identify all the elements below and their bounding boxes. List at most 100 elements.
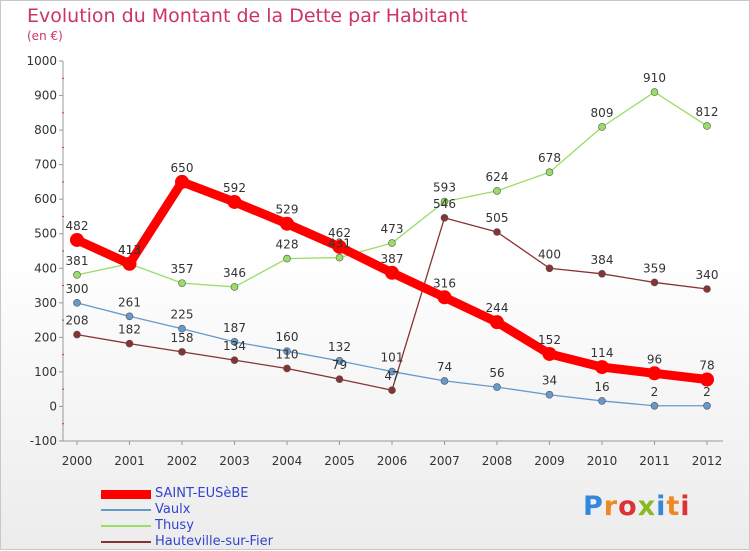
data-point (545, 264, 554, 273)
data-point (440, 377, 449, 385)
data-label: 132 (328, 340, 351, 354)
chart-title: Evolution du Montant de la Dette par Hab… (27, 5, 468, 27)
data-label: 592 (223, 181, 246, 195)
proxiti-logo: Proxiti (583, 491, 691, 522)
data-point (440, 197, 449, 206)
data-point (493, 383, 501, 391)
legend-label: Thusy (155, 518, 194, 533)
data-point (283, 254, 291, 263)
data-point (280, 216, 294, 231)
data-label: 56 (489, 366, 504, 380)
data-label: 357 (171, 262, 194, 276)
data-label: 134 (223, 339, 246, 353)
logo-letter: o (618, 491, 638, 522)
chart-subtitle: (en €) (27, 29, 63, 43)
x-tick-label: 2006 (377, 454, 408, 468)
logo-letter: P (583, 491, 604, 522)
data-point (73, 330, 81, 339)
data-label: 300 (66, 282, 89, 296)
data-label: 2 (651, 385, 659, 399)
data-point (542, 346, 557, 361)
data-point (125, 312, 134, 321)
data-label: 359 (643, 261, 666, 275)
data-label: 225 (171, 308, 194, 322)
data-label: 812 (696, 105, 719, 119)
data-point (388, 386, 396, 395)
legend-swatch (101, 541, 151, 543)
data-label: 16 (594, 380, 609, 394)
data-label: 2 (703, 385, 711, 399)
data-label: 413 (118, 243, 141, 257)
data-label: 244 (486, 301, 509, 315)
data-label: 78 (699, 359, 714, 373)
legend-swatch (101, 525, 151, 527)
legend-swatch (101, 489, 151, 499)
data-point (437, 290, 452, 305)
data-label: 473 (381, 222, 404, 236)
data-point (335, 375, 344, 383)
data-point (545, 390, 554, 399)
data-point (178, 348, 186, 356)
y-tick-label: -100 (30, 434, 57, 448)
y-tick-label: 0 (49, 399, 57, 413)
data-label: 809 (591, 106, 614, 120)
data-label: 431 (328, 237, 351, 251)
data-point (493, 187, 501, 195)
x-tick-label: 2000 (62, 454, 93, 468)
data-point (650, 278, 659, 287)
data-point (388, 367, 396, 376)
data-point (335, 357, 344, 365)
data-point (230, 283, 239, 291)
data-point (493, 228, 501, 236)
data-label: 160 (276, 330, 299, 344)
x-tick-label: 2012 (692, 454, 723, 468)
data-label: 261 (118, 295, 141, 309)
data-label: 96 (647, 352, 662, 366)
data-label: 462 (328, 226, 351, 240)
y-tick-label: 100 (34, 365, 57, 379)
data-point (73, 299, 81, 307)
data-point (598, 123, 606, 131)
data-label: 34 (542, 374, 557, 388)
data-point (650, 401, 659, 410)
data-point (283, 347, 291, 355)
data-label: 413 (118, 243, 141, 257)
data-label: 650 (171, 161, 194, 175)
y-tick-label: 400 (34, 261, 57, 275)
legend-label: Vaulx (155, 502, 191, 517)
data-label: 208 (66, 314, 89, 328)
data-label: 79 (332, 358, 347, 372)
logo-letter: t (666, 491, 681, 522)
data-label: 316 (433, 276, 456, 290)
data-point (230, 338, 239, 346)
data-point (598, 397, 606, 405)
logo-letter: i (680, 491, 691, 522)
data-label: 381 (66, 254, 89, 268)
data-label: 428 (276, 238, 299, 252)
data-point (598, 269, 606, 278)
data-point (703, 122, 711, 130)
y-tick-label: 300 (34, 296, 57, 310)
data-label: 910 (643, 71, 666, 85)
data-point (73, 271, 81, 279)
data-point (490, 315, 504, 330)
data-label: 74 (437, 360, 452, 374)
data-label: 384 (591, 253, 614, 267)
data-point (647, 366, 662, 381)
y-tick-label: 200 (34, 330, 57, 344)
y-tick-label: 600 (34, 192, 57, 206)
logo-letter: i (656, 491, 667, 522)
data-point (283, 364, 291, 373)
data-point (178, 324, 186, 333)
data-point (227, 194, 242, 209)
data-point (335, 253, 344, 262)
data-point (175, 174, 189, 189)
data-label: 101 (381, 351, 404, 365)
y-tick-label: 700 (34, 158, 57, 172)
legend-swatch (101, 509, 151, 511)
x-tick-label: 2002 (167, 454, 198, 468)
data-label: 678 (538, 151, 561, 165)
data-point (388, 239, 396, 247)
data-label: 47 (384, 369, 399, 383)
